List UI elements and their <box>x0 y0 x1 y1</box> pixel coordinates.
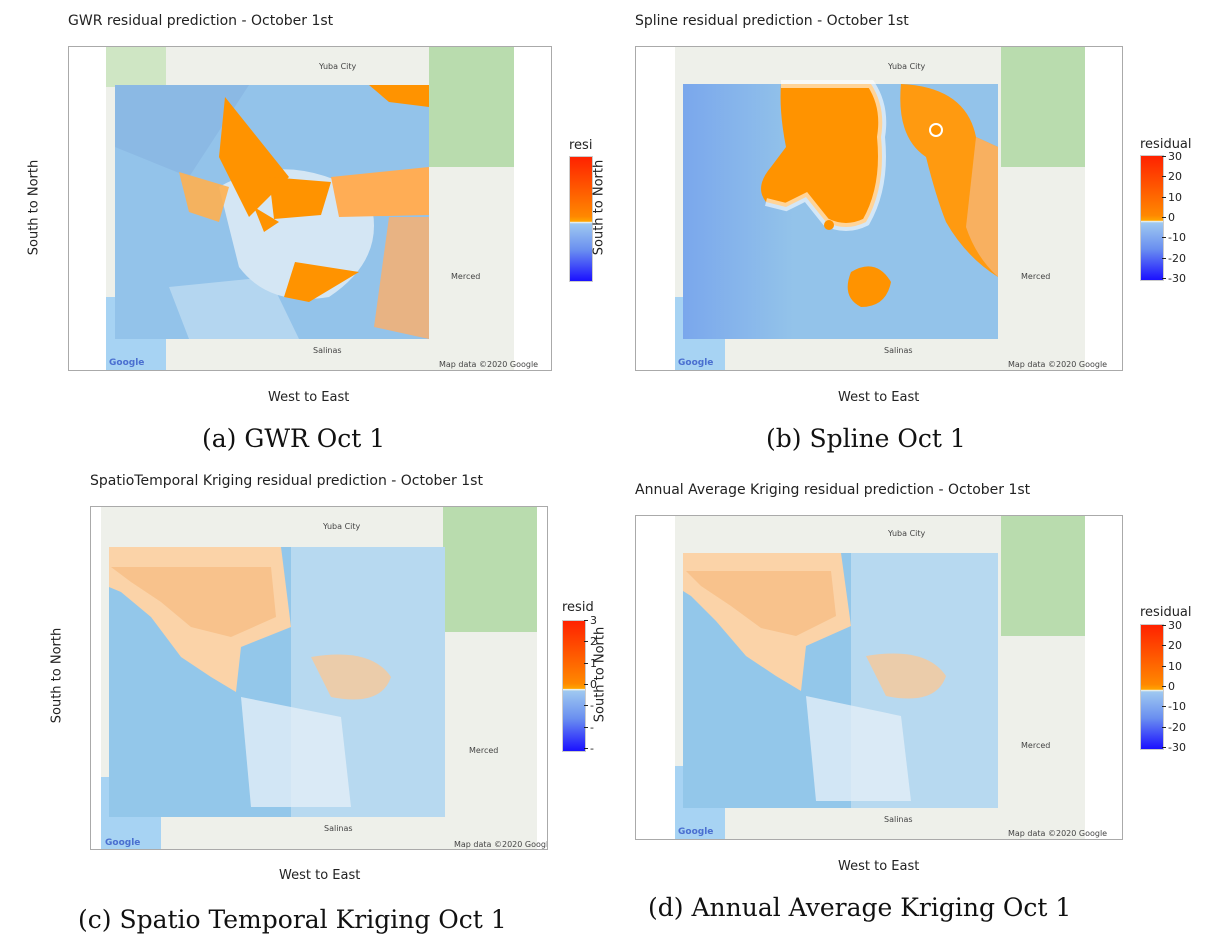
panel-c-map: Google Map data ©2020 Google Yuba City M… <box>90 506 548 850</box>
panel-c-plot: Google Map data ©2020 Google Yuba City M… <box>101 507 547 849</box>
panel-a-colorbar <box>569 156 593 282</box>
panel-c-caption: (c) Spatio Temporal Kriging Oct 1 <box>78 905 507 934</box>
svg-text:Salinas: Salinas <box>313 346 342 355</box>
panel-d-xlabel: West to East <box>838 859 920 874</box>
colorbar-tick-label: 2 <box>584 635 597 649</box>
svg-text:Merced: Merced <box>469 746 498 755</box>
colorbar-tick-label: -30 <box>1162 741 1186 754</box>
svg-text:Salinas: Salinas <box>884 346 913 355</box>
panel-b-legend-title: residual <box>1140 137 1192 152</box>
colorbar-tick-label: 20 <box>1162 639 1182 653</box>
panel-c-attribution: Map data ©2020 Google <box>454 840 547 849</box>
panel-c-colorbar <box>562 620 586 752</box>
svg-text:Yuba City: Yuba City <box>318 62 357 71</box>
panel-c-title: SpatioTemporal Kriging residual predicti… <box>90 473 483 489</box>
panel-b-caption: (b) Spline Oct 1 <box>766 424 966 453</box>
svg-text:Yuba City: Yuba City <box>887 529 926 538</box>
svg-text:Merced: Merced <box>1021 272 1050 281</box>
panel-c-xlabel: West to East <box>279 868 361 883</box>
panel-a-title: GWR residual prediction - October 1st <box>68 13 334 29</box>
colorbar-tick-label: 3 <box>584 614 597 627</box>
colorbar-tick-label: 30 <box>1162 619 1182 632</box>
svg-text:Yuba City: Yuba City <box>887 62 926 71</box>
panel-a-plot: Google Map data ©2020 Google Yuba City M… <box>106 47 538 370</box>
colorbar-tick-label: - <box>584 742 594 755</box>
colorbar-tick-label: 1 <box>584 656 597 670</box>
panel-b-colorbar <box>1140 155 1164 281</box>
panel-b-attribution: Map data ©2020 Google <box>1008 360 1107 369</box>
colorbar-tick-label: -20 <box>1162 720 1186 734</box>
colorbar-tick-label: 0 <box>584 678 597 691</box>
panel-d-caption: (d) Annual Average Kriging Oct 1 <box>648 893 1072 922</box>
panel-a-caption: (a) GWR Oct 1 <box>202 424 386 453</box>
panel-a-ylabel: South to North <box>26 159 42 256</box>
svg-text:Salinas: Salinas <box>884 815 913 824</box>
colorbar-tick-label: 0 <box>1162 680 1175 693</box>
panel-a-map: Google Map data ©2020 Google Yuba City M… <box>68 46 552 371</box>
panel-a-xlabel: West to East <box>268 390 350 405</box>
colorbar-tick-label: 20 <box>1162 170 1182 184</box>
panel-d-google-logo: Google <box>678 827 713 837</box>
panel-b-plot: Google Map data ©2020 Google Yuba City M… <box>675 47 1107 370</box>
colorbar-tick-label: -10 <box>1162 231 1186 245</box>
colorbar-tick-label: 30 <box>1162 150 1182 163</box>
panel-d-attribution: Map data ©2020 Google <box>1008 829 1107 838</box>
panel-d-plot: Google Map data ©2020 Google Yuba City M… <box>675 516 1107 839</box>
panel-b-map: Google Map data ©2020 Google Yuba City M… <box>635 46 1123 371</box>
panel-d-map: Google Map data ©2020 Google Yuba City M… <box>635 515 1123 840</box>
panel-b-google-logo: Google <box>678 358 713 368</box>
svg-text:Merced: Merced <box>451 272 480 281</box>
panel-a-attribution: Map data ©2020 Google <box>439 360 538 369</box>
panel-a-legend-overlay: South to North <box>591 159 607 256</box>
panel-c-google-logo: Google <box>105 838 140 848</box>
panel-c-legend-overlay: South to North <box>592 626 608 723</box>
colorbar-tick-label: 10 <box>1162 659 1182 673</box>
svg-text:Merced: Merced <box>1021 741 1050 750</box>
panel-a-legend-title: resi <box>569 138 593 153</box>
panel-c-legend-title: resid <box>562 600 594 615</box>
panel-a-google-logo: Google <box>109 358 144 368</box>
colorbar-tick-label: -30 <box>1162 272 1186 285</box>
panel-d-colorbar <box>1140 624 1164 750</box>
panel-b-xlabel: West to East <box>838 390 920 405</box>
colorbar-tick-label: 0 <box>1162 211 1175 224</box>
panel-c-ylabel: South to North <box>49 627 65 724</box>
panel-d-title: Annual Average Kriging residual predicti… <box>635 482 1031 498</box>
colorbar-tick-label: 10 <box>1162 190 1182 204</box>
colorbar-tick-label: - <box>584 699 594 713</box>
colorbar-tick-label: - <box>584 720 594 734</box>
panel-d-legend-title: residual <box>1140 605 1192 620</box>
colorbar-tick-label: -20 <box>1162 251 1186 265</box>
svg-text:Salinas: Salinas <box>324 824 353 833</box>
colorbar-tick-label: -10 <box>1162 700 1186 714</box>
panel-b-title: Spline residual prediction - October 1st <box>635 13 909 29</box>
svg-text:Yuba City: Yuba City <box>322 522 361 531</box>
